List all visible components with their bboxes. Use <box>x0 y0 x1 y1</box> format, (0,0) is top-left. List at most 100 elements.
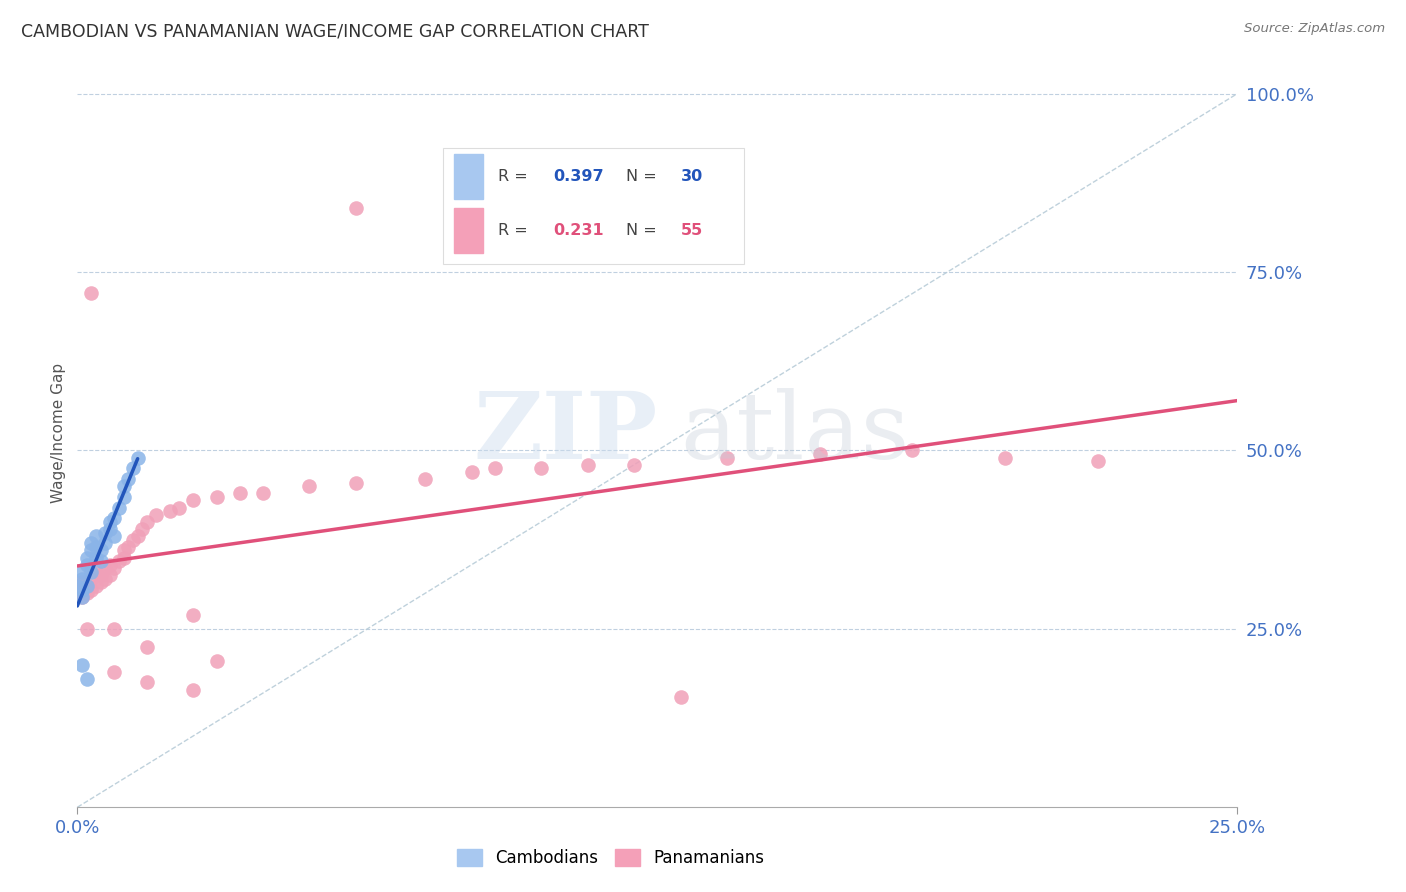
Point <box>70 565 93 579</box>
Point <box>80 565 103 579</box>
Point <box>103 665 125 679</box>
Text: 0.397: 0.397 <box>553 169 603 184</box>
Point <box>183 493 205 508</box>
Point <box>84 550 107 565</box>
Point <box>413 472 436 486</box>
Point <box>76 622 98 636</box>
Point <box>98 568 121 582</box>
Point <box>76 558 98 572</box>
Point <box>159 504 181 518</box>
Text: CAMBODIAN VS PANAMANIAN WAGE/INCOME GAP CORRELATION CHART: CAMBODIAN VS PANAMANIAN WAGE/INCOME GAP … <box>21 22 650 40</box>
Point <box>994 450 1017 465</box>
Point <box>76 579 98 593</box>
Text: atlas: atlas <box>681 388 910 477</box>
Point <box>94 525 117 540</box>
Point <box>183 607 205 622</box>
Point <box>70 590 93 604</box>
Point <box>228 486 252 500</box>
Point <box>131 522 153 536</box>
Point <box>127 529 149 543</box>
Point <box>70 590 93 604</box>
Legend: Cambodians, Panamanians: Cambodians, Panamanians <box>450 842 772 874</box>
Text: 30: 30 <box>681 169 703 184</box>
Point <box>90 554 111 568</box>
Point <box>901 443 924 458</box>
Point <box>117 540 139 554</box>
Point <box>344 475 367 490</box>
Point <box>90 543 111 558</box>
Point <box>205 490 228 504</box>
Point <box>103 561 125 575</box>
Point <box>80 536 103 550</box>
Point <box>252 486 274 500</box>
Point <box>112 550 135 565</box>
Point <box>183 682 205 697</box>
Point <box>84 565 107 579</box>
Point <box>344 201 367 215</box>
Point <box>117 472 139 486</box>
Point <box>76 586 98 600</box>
Point <box>80 582 103 597</box>
Point <box>298 479 321 493</box>
Point <box>70 657 93 672</box>
Point <box>461 465 484 479</box>
Point <box>98 522 121 536</box>
FancyBboxPatch shape <box>443 148 744 264</box>
Point <box>716 450 738 465</box>
Point <box>80 286 103 301</box>
Point <box>66 582 89 597</box>
Text: N =: N = <box>626 169 662 184</box>
Point <box>94 536 117 550</box>
Point <box>94 572 117 586</box>
Text: 0.231: 0.231 <box>553 223 603 238</box>
Text: R =: R = <box>498 223 533 238</box>
Point <box>90 568 111 582</box>
Point <box>112 479 135 493</box>
Point <box>135 515 157 529</box>
Point <box>76 672 98 686</box>
Point <box>145 508 167 522</box>
Point <box>76 550 98 565</box>
Text: 55: 55 <box>681 223 703 238</box>
Point <box>112 490 135 504</box>
Point <box>70 572 93 586</box>
Point <box>103 622 125 636</box>
Bar <box>454 208 484 252</box>
Point <box>576 458 599 472</box>
Point <box>122 461 145 475</box>
Y-axis label: Wage/Income Gap: Wage/Income Gap <box>51 362 66 503</box>
Point <box>169 500 191 515</box>
Point <box>808 447 831 461</box>
Point <box>70 582 93 597</box>
Point <box>94 561 117 575</box>
Point <box>112 543 135 558</box>
Bar <box>454 154 484 199</box>
Point <box>70 575 93 590</box>
Point <box>76 579 98 593</box>
Point <box>80 572 103 586</box>
Point <box>98 558 121 572</box>
Point <box>90 575 111 590</box>
Point <box>84 529 107 543</box>
Point <box>623 458 645 472</box>
Point <box>98 515 121 529</box>
Text: R =: R = <box>498 169 533 184</box>
Point <box>122 533 145 547</box>
Point <box>108 500 131 515</box>
Point <box>135 640 157 654</box>
Point <box>103 511 125 525</box>
Point <box>84 540 107 554</box>
Point <box>484 461 506 475</box>
Point <box>669 690 692 704</box>
Point <box>84 579 107 593</box>
Point <box>1087 454 1109 468</box>
Text: Source: ZipAtlas.com: Source: ZipAtlas.com <box>1244 22 1385 36</box>
Point <box>103 529 125 543</box>
Text: N =: N = <box>626 223 662 238</box>
Text: ZIP: ZIP <box>472 388 658 477</box>
Point <box>66 579 89 593</box>
Point <box>108 554 131 568</box>
Point <box>80 543 103 558</box>
Point <box>127 450 149 465</box>
Point <box>205 654 228 668</box>
